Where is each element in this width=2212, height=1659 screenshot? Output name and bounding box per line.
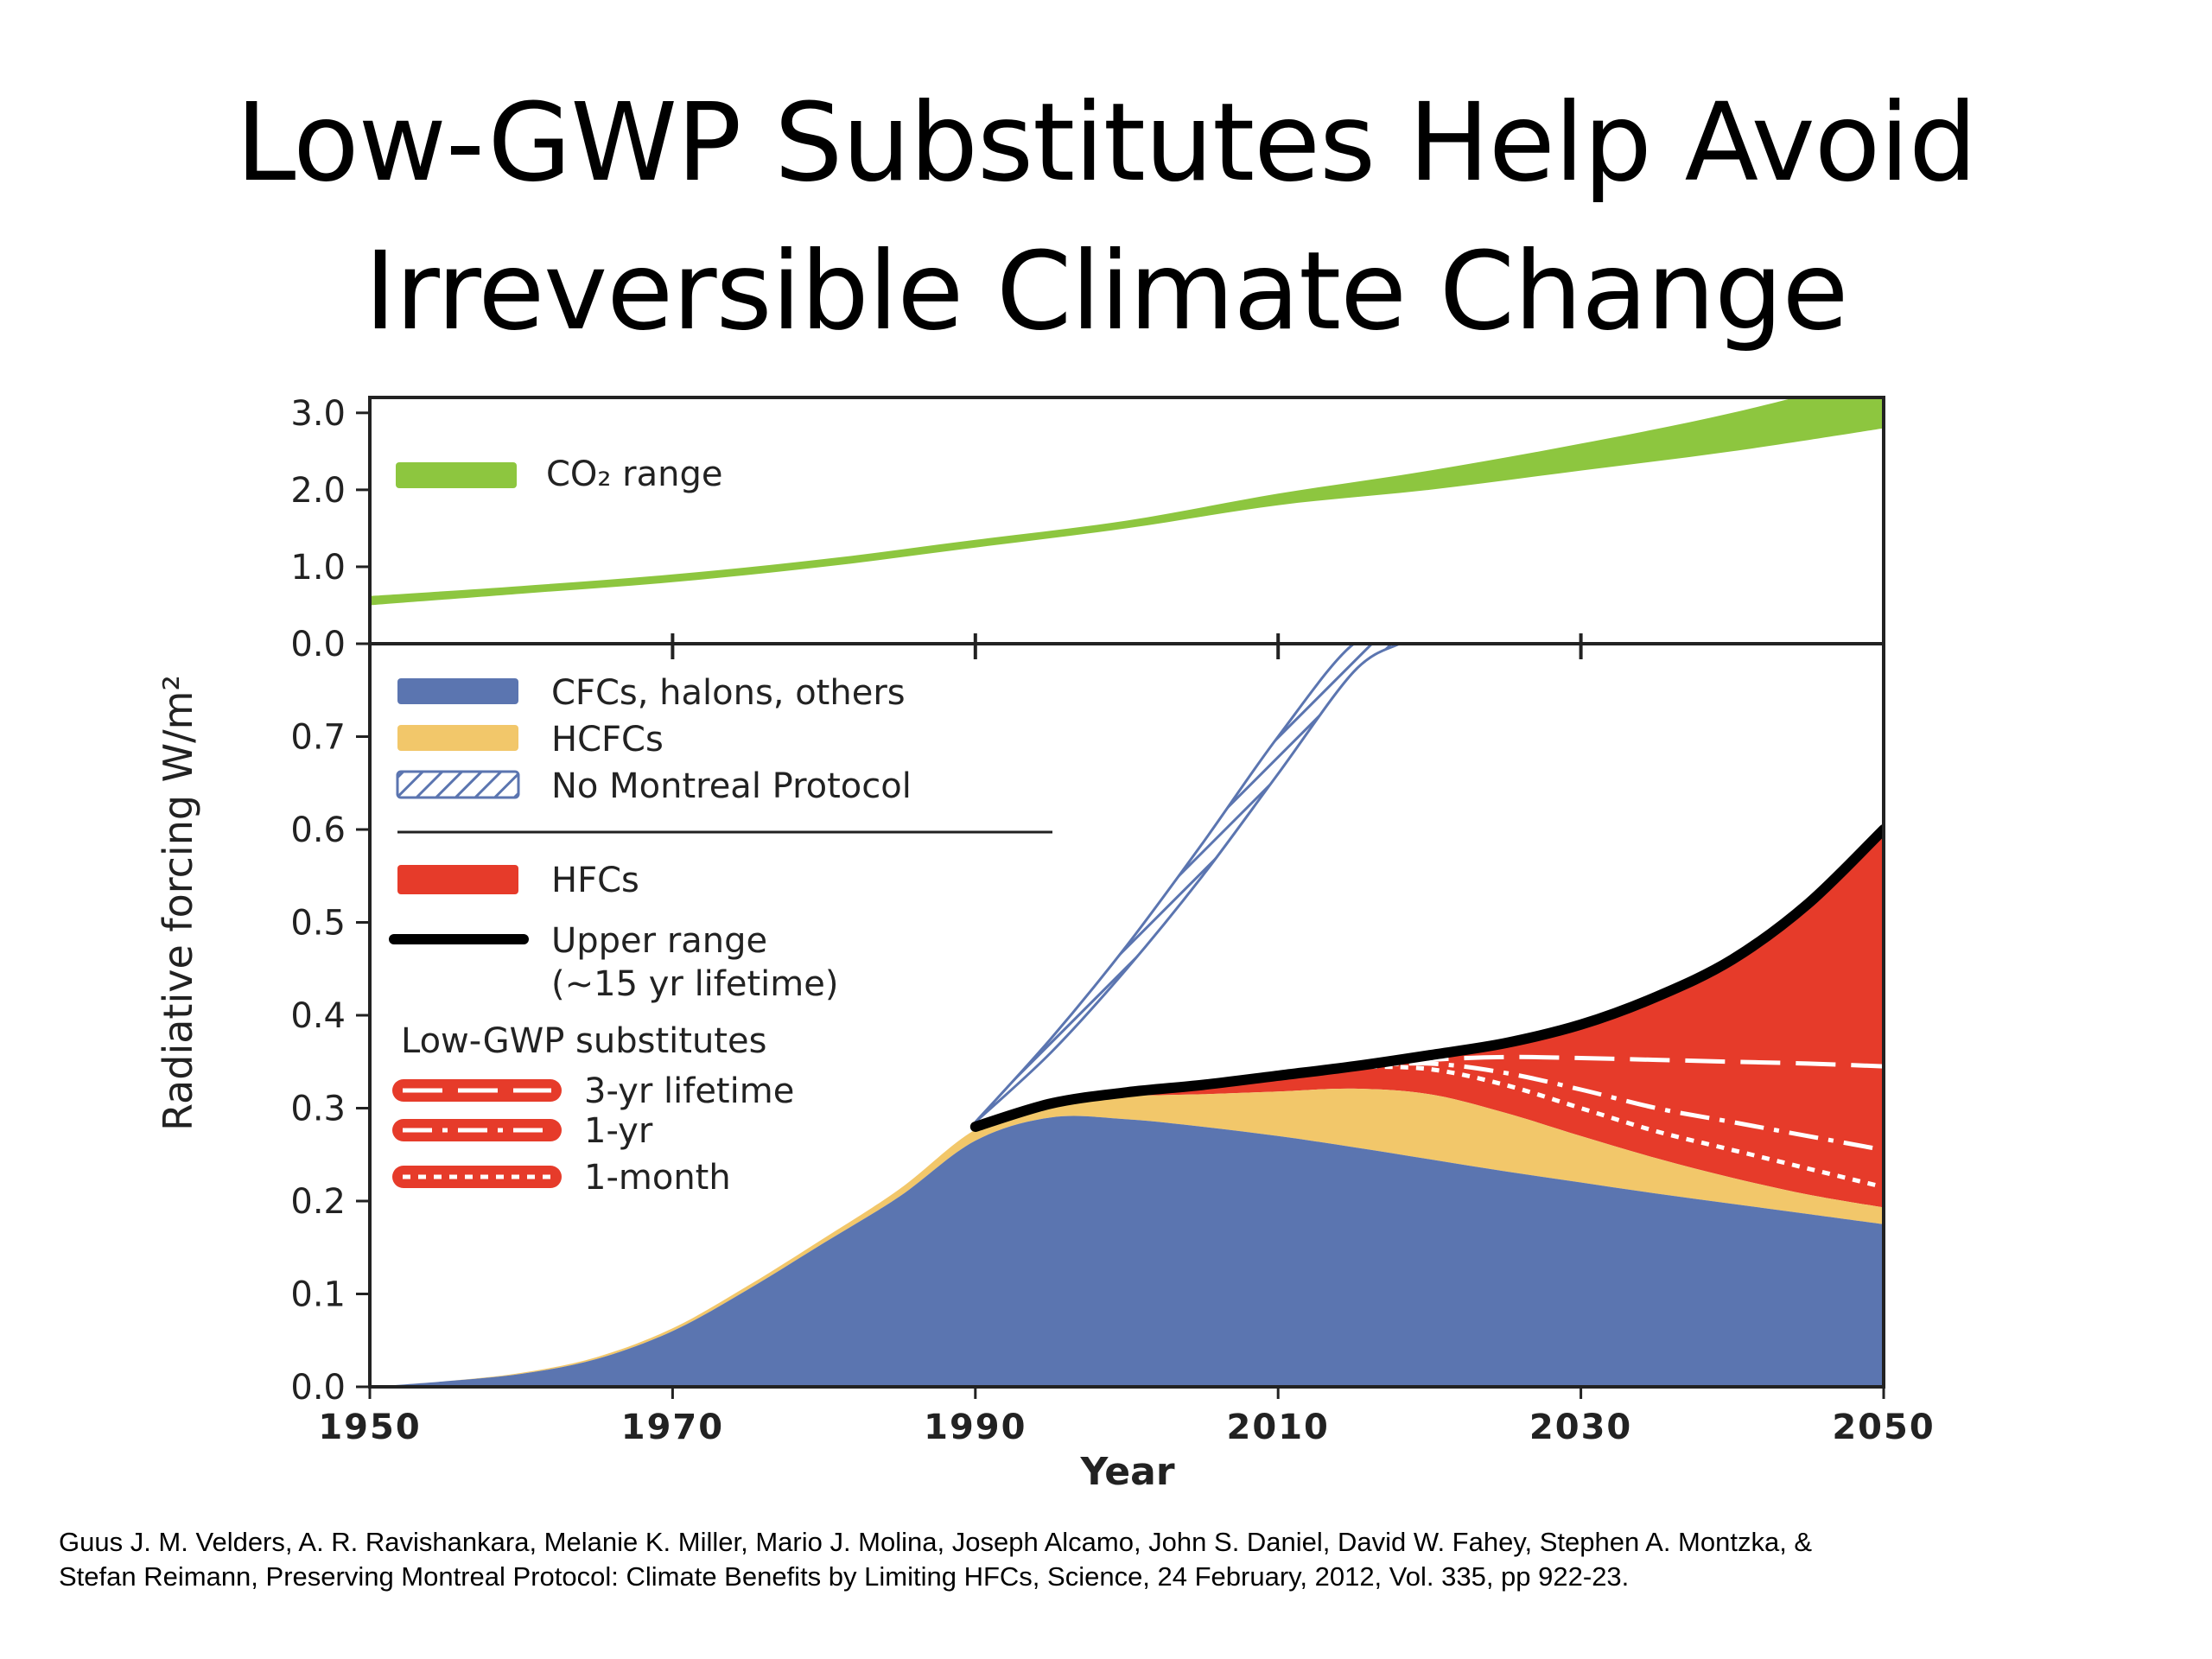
legend-label-upper-range-lifetime: (~15 yr lifetime) xyxy=(551,964,838,1004)
x-axis-title: Year xyxy=(1079,1450,1174,1494)
x-tick-label: 1990 xyxy=(924,1408,1027,1447)
bottom-y-tick-label: 0.3 xyxy=(290,1090,346,1129)
legend-swatch-hfc xyxy=(397,865,518,894)
x-tick-label: 1950 xyxy=(318,1408,421,1447)
legend-label: No Montreal Protocol xyxy=(551,766,912,806)
citation-line-1: Guus J. M. Velders, A. R. Ravishankara, … xyxy=(59,1527,1813,1557)
bottom-y-tick-label: 0.2 xyxy=(290,1182,346,1222)
upper-range-line xyxy=(969,824,1884,1132)
cfc-area xyxy=(370,1116,1884,1387)
bottom-y-tick-label: 0.1 xyxy=(290,1275,346,1315)
citation: Guus J. M. Velders, A. R. Ravishankara, … xyxy=(59,1525,2167,1594)
title-line-2: Irreversible Climate Change xyxy=(364,229,1849,354)
bottom-y-tick-label: 0.6 xyxy=(290,810,346,850)
title-line-1: Low-GWP Substitutes Help Avoid xyxy=(235,80,1978,206)
hcfc-area xyxy=(370,1088,1884,1387)
legend-label: CFCs, halons, others xyxy=(551,673,906,713)
legend-label-substitute: 1-yr xyxy=(584,1111,653,1151)
halocarbon-panel: 0.0 0.1 0.2 0.3 0.4 0.5 0.6 0.7 1950 1970 1990 2010… xyxy=(290,633,1935,1447)
citation-line-2: Stefan Reimann, Preserving Montreal Prot… xyxy=(59,1561,1630,1592)
bottom-y-tick-label: 0.5 xyxy=(290,904,346,944)
x-tick-label: 2010 xyxy=(1227,1408,1330,1447)
x-tick-label: 2030 xyxy=(1529,1408,1632,1447)
plot-frame xyxy=(368,396,1885,1389)
bottom-y-tick-label: 0.4 xyxy=(290,996,346,1036)
top-y-tick-label: 0.0 xyxy=(290,625,346,664)
no-montreal-protocol-band xyxy=(974,644,1402,1123)
line-3yr-lifetime xyxy=(1353,1054,1884,1069)
x-tick-label: 1970 xyxy=(621,1408,724,1447)
legend-label-co2: CO₂ range xyxy=(546,454,722,494)
legend-label-upper-range: Upper range xyxy=(551,921,767,961)
legend-label: HCFCs xyxy=(551,720,664,760)
legend-swatch-substitute-bg xyxy=(392,1166,562,1188)
legend-subheader: Low-GWP substitutes xyxy=(401,1021,766,1061)
legend-swatch-cfc xyxy=(397,678,518,704)
legend-swatch-co2 xyxy=(396,462,517,488)
bottom-y-tick-label: 0.0 xyxy=(290,1368,346,1408)
legend-label-hfc: HFCs xyxy=(551,861,639,900)
co2-panel: 3.0 2.0 1.0 0.0 CO₂ range xyxy=(290,394,1884,664)
line-1month-lifetime xyxy=(1353,1064,1884,1190)
co2-range-band xyxy=(370,397,1884,606)
y-axis-title: Radiative forcing W/m² xyxy=(155,675,201,1131)
bottom-y-tick-label: 0.7 xyxy=(290,718,346,758)
top-y-tick-label: 3.0 xyxy=(290,394,346,434)
x-tick-label: 2050 xyxy=(1832,1408,1935,1447)
legend-swatch-hcfc xyxy=(397,725,518,751)
legend-label-substitute: 3-yr lifetime xyxy=(584,1071,794,1111)
slide-title: Low-GWP Substitutes Help Avoid Irreversi… xyxy=(0,69,2212,366)
legend-label-substitute: 1-month xyxy=(584,1158,731,1198)
top-y-tick-label: 2.0 xyxy=(290,471,346,511)
top-y-tick-label: 1.0 xyxy=(290,548,346,588)
legend-swatch-no-montreal xyxy=(396,770,520,799)
hfc-area xyxy=(975,830,1884,1208)
line-1yr-lifetime xyxy=(1353,1061,1884,1153)
